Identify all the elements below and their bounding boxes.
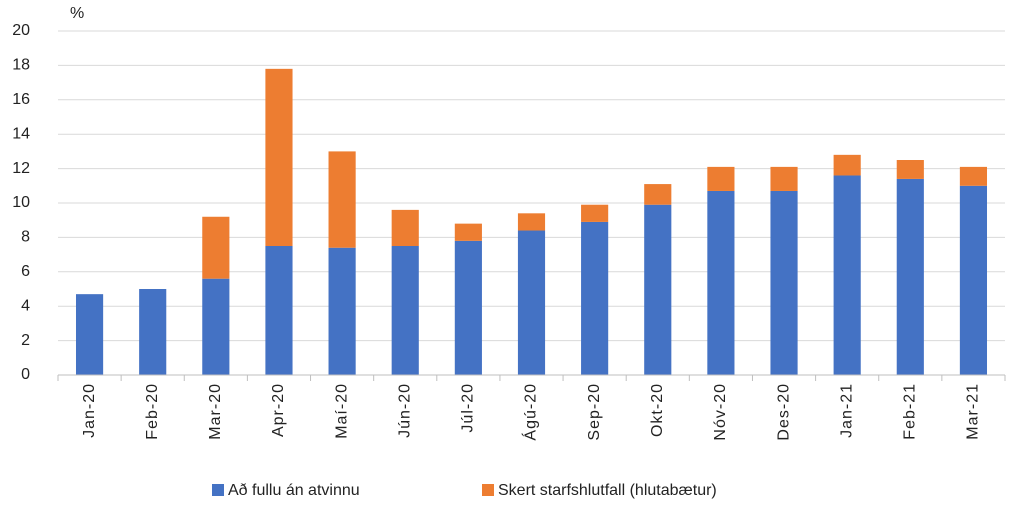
y-tick-label: 2 <box>21 332 30 349</box>
x-tick-label: Maí-20 <box>333 383 350 439</box>
x-tick-label: Feb-20 <box>144 383 161 440</box>
x-tick-label: Mar-21 <box>965 383 982 440</box>
bar-segment <box>391 246 419 375</box>
bar-segment <box>328 247 356 375</box>
x-tick-label: Jan-20 <box>81 383 98 438</box>
x-tick-label: Ágú-20 <box>521 383 540 441</box>
x-tick-label: Júl-20 <box>460 383 477 433</box>
bar-segment <box>328 151 356 248</box>
bar-segment <box>265 68 293 246</box>
bar-segment <box>896 160 924 179</box>
x-tick-label: Apr-20 <box>270 383 287 437</box>
x-tick-label: Jún-20 <box>396 383 413 438</box>
y-tick-label: 6 <box>21 263 30 280</box>
x-tick-label: Mar-20 <box>207 383 224 440</box>
y-tick-label: 4 <box>21 297 30 314</box>
y-tick-label: 16 <box>12 91 30 108</box>
bar-segment <box>581 204 609 222</box>
legend-swatch <box>212 484 224 496</box>
y-tick-label: 14 <box>12 125 30 142</box>
y-tick-label: 12 <box>12 160 30 177</box>
bar-segment <box>833 175 861 375</box>
y-unit-label: % <box>70 5 84 22</box>
x-tick-label: Okt-20 <box>649 383 666 437</box>
y-tick-label: 18 <box>12 57 30 74</box>
bar-segment <box>139 289 167 375</box>
x-tick-label: Nóv-20 <box>712 383 729 441</box>
bar-segment <box>202 278 230 375</box>
bar-segment <box>770 190 798 375</box>
bar-segment <box>770 166 798 191</box>
x-tick-label: Sep-20 <box>586 383 603 441</box>
bar-segment <box>265 246 293 375</box>
bar-segment <box>454 223 482 241</box>
y-tick-label: 8 <box>21 229 30 246</box>
legend-swatch <box>482 484 494 496</box>
legend-label: Skert starfshlutfall (hlutabætur) <box>498 482 717 499</box>
bar-segment <box>959 185 988 375</box>
bar-segment <box>707 166 735 191</box>
x-tick-label: Feb-21 <box>902 383 919 440</box>
legend-label: Að fullu án atvinnu <box>228 482 360 499</box>
bar-segment <box>644 204 672 375</box>
bar-segment <box>517 213 546 231</box>
bar-segment <box>707 190 735 375</box>
bar-segment <box>202 216 230 279</box>
bar-segment <box>896 178 924 375</box>
bar-segment <box>75 294 104 375</box>
bar-segment <box>517 230 546 375</box>
bar-segment <box>644 184 672 205</box>
x-tick-label: Jan-21 <box>838 383 855 438</box>
bar-segment <box>581 221 609 375</box>
bar-segment <box>454 240 482 375</box>
bar-segment <box>391 209 419 246</box>
y-tick-label: 0 <box>21 366 30 383</box>
y-tick-label: 10 <box>12 194 30 211</box>
y-tick-label: 20 <box>12 22 30 39</box>
bar-segment <box>959 166 988 186</box>
x-tick-label: Des-20 <box>775 383 792 441</box>
bar-segment <box>833 154 861 176</box>
